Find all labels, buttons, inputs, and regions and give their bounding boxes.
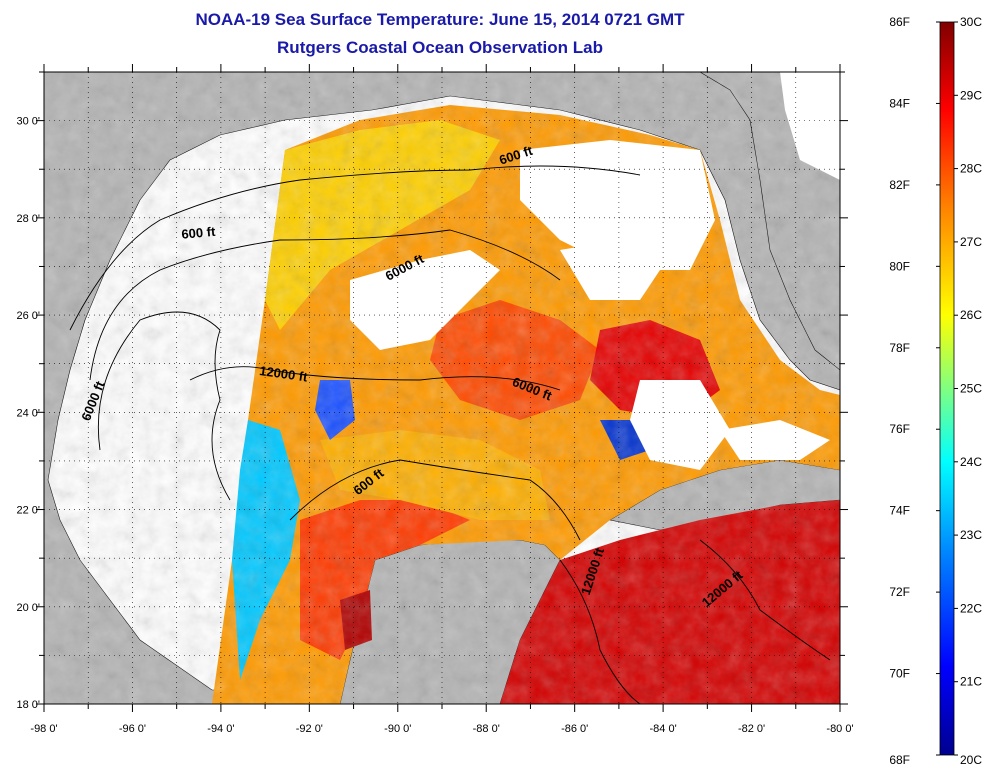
colorbar-celsius-label: 30C xyxy=(960,15,982,29)
colorbar-fahrenheit-label: 78F xyxy=(889,341,910,355)
colorbar-celsius-label: 27C xyxy=(960,235,982,249)
x-tick-label: -92 0' xyxy=(296,723,323,735)
colorbar-celsius-label: 26C xyxy=(960,308,982,322)
colorbar-celsius-label: 23C xyxy=(960,528,982,542)
x-tick-label: -88 0' xyxy=(473,723,500,735)
colorbar-celsius-label: 21C xyxy=(960,675,982,689)
y-tick-label: 22 0' xyxy=(16,505,40,517)
colorbar-fahrenheit-label: 74F xyxy=(889,504,910,518)
colorbar-fahrenheit-label: 82F xyxy=(889,178,910,192)
chart-title: NOAA-19 Sea Surface Temperature: June 15… xyxy=(195,10,685,29)
x-tick-label: -96 0' xyxy=(119,723,146,735)
colorbar-fahrenheit-label: 76F xyxy=(889,422,910,436)
x-tick-label: -90 0' xyxy=(384,723,411,735)
contour-label: 600 ft xyxy=(181,224,217,242)
x-tick-label: -82 0' xyxy=(738,723,765,735)
colorbar-fahrenheit-label: 72F xyxy=(889,585,910,599)
colorbar-fahrenheit-label: 68F xyxy=(889,753,910,767)
colorbar-celsius-label: 22C xyxy=(960,601,982,615)
y-tick-label: 26 0' xyxy=(16,310,40,322)
graticule-grid xyxy=(44,72,840,704)
colorbar-fahrenheit-label: 84F xyxy=(889,96,910,110)
colorbar-celsius-label: 24C xyxy=(960,455,982,469)
x-tick-label: -98 0' xyxy=(30,723,57,735)
y-tick-label: 24 0' xyxy=(16,407,40,419)
colorbar-fahrenheit-label: 70F xyxy=(889,667,910,681)
colorbar-celsius-label: 20C xyxy=(960,753,982,767)
x-tick-label: -84 0' xyxy=(650,723,677,735)
colorbar-fahrenheit-label: 80F xyxy=(889,259,910,273)
y-tick-label: 20 0' xyxy=(16,602,40,614)
x-tick-label: -80 0' xyxy=(826,723,853,735)
y-tick-label: 18 0' xyxy=(16,699,40,711)
bathymetry-contours xyxy=(69,165,831,704)
y-tick-label: 30 0' xyxy=(16,116,40,128)
x-tick-label: -94 0' xyxy=(207,723,234,735)
colorbar-celsius-label: 29C xyxy=(960,88,982,102)
y-tick-label: 28 0' xyxy=(16,213,40,225)
colorbar-fahrenheit-label: 86F xyxy=(889,15,910,29)
colorbar-celsius-label: 25C xyxy=(960,382,982,396)
colorbar-celsius-label: 28C xyxy=(960,162,982,176)
contour-label: 12000 ft xyxy=(258,363,309,385)
chart-subtitle: Rutgers Coastal Ocean Observation Lab xyxy=(277,38,603,57)
x-tick-label: -86 0' xyxy=(561,723,588,735)
colorbar xyxy=(939,21,955,756)
